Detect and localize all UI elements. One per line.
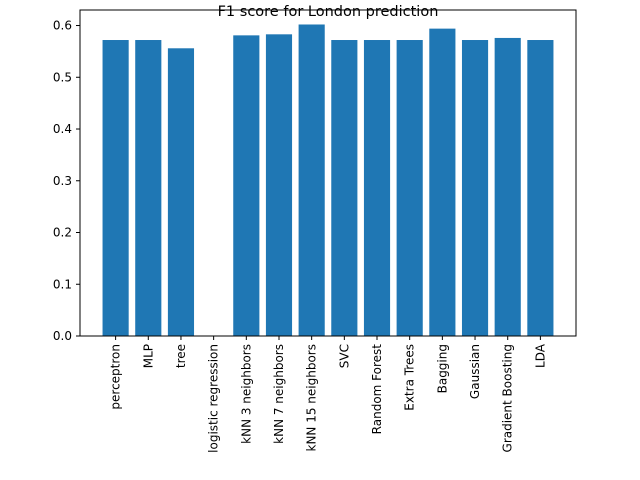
x-tick-label: SVC bbox=[337, 344, 351, 368]
x-tick-label: perceptron bbox=[109, 344, 123, 410]
bar-11 bbox=[461, 40, 489, 337]
y-tick-label: 0.4 bbox=[53, 122, 72, 136]
bar-8 bbox=[363, 40, 391, 337]
y-tick-label: 0.0 bbox=[53, 329, 72, 343]
plot-frame bbox=[79, 9, 577, 337]
y-axis: 0.0 0.1 0.2 0.3 0.4 0.5 0.6 bbox=[53, 19, 80, 343]
x-tick-label: logistic regression bbox=[207, 344, 221, 453]
x-axis: perceptron MLP tree logistic regression kNN … bbox=[109, 336, 547, 453]
x-tick-label: Bagging bbox=[435, 344, 449, 393]
bar-13 bbox=[527, 40, 554, 337]
x-tick-label: Gradient Boosting bbox=[501, 344, 515, 452]
bar-12 bbox=[494, 37, 521, 336]
bar-10 bbox=[429, 28, 456, 336]
y-tick-label: 0.3 bbox=[53, 174, 72, 188]
bar-6 bbox=[298, 24, 325, 336]
x-tick-label: MLP bbox=[141, 344, 155, 368]
chart-title: F1 score for London prediction bbox=[218, 4, 439, 20]
x-tick-label: kNN 7 neighbors bbox=[272, 344, 286, 444]
bar-1 bbox=[135, 40, 162, 337]
bar-7 bbox=[331, 40, 358, 337]
y-tick-label: 0.1 bbox=[53, 277, 72, 291]
y-tick-label: 0.5 bbox=[53, 70, 72, 84]
x-tick-label: LDA bbox=[533, 343, 547, 368]
bar-0 bbox=[102, 40, 129, 337]
x-tick-label: Extra Trees bbox=[403, 344, 417, 411]
x-tick-label: kNN 15 neighbors bbox=[305, 344, 319, 452]
y-tick-label: 0.6 bbox=[53, 19, 72, 33]
x-tick-label: Random Forest bbox=[370, 344, 384, 435]
x-tick-label: kNN 3 neighbors bbox=[239, 344, 253, 444]
bars-group bbox=[102, 24, 554, 337]
y-tick-label: 0.2 bbox=[53, 226, 72, 240]
bar-2 bbox=[167, 48, 195, 337]
x-tick-label: Gaussian bbox=[468, 344, 482, 399]
bar-4 bbox=[233, 35, 260, 336]
bar-5 bbox=[265, 34, 293, 336]
bar-9 bbox=[396, 40, 423, 337]
x-tick-label: tree bbox=[174, 344, 188, 368]
